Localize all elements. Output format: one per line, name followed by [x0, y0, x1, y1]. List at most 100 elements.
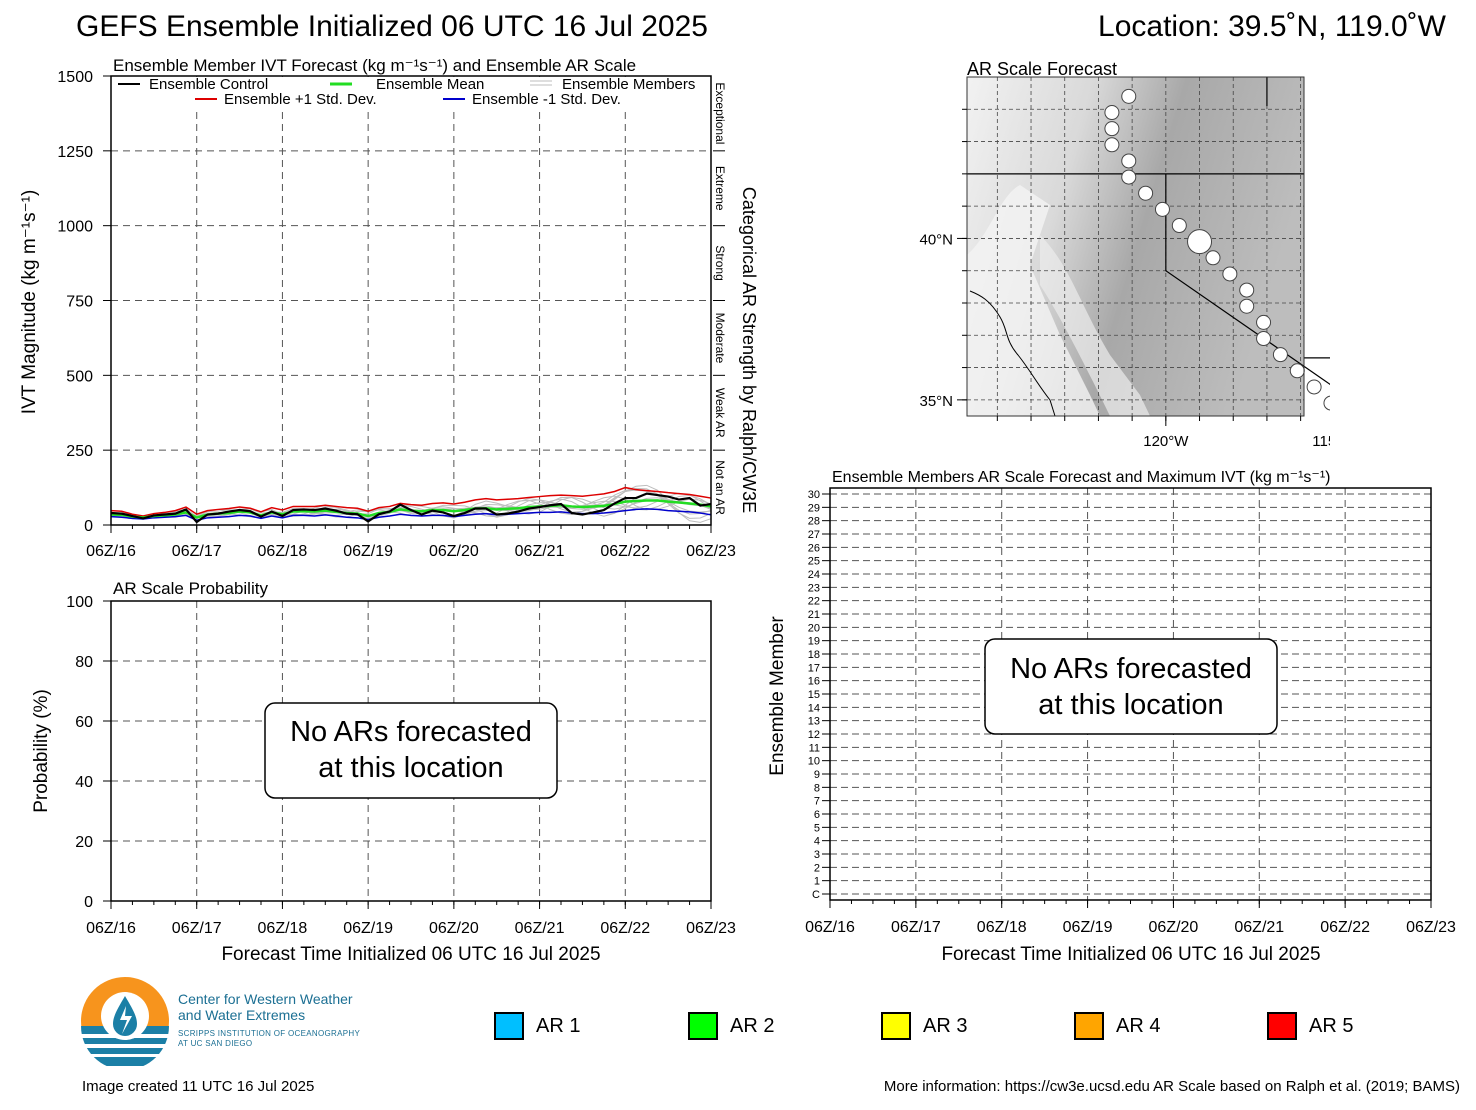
prob-xlabel: Forecast Time Initialized 06 UTC 16 Jul …: [221, 944, 600, 965]
member-ytick-label: 4: [814, 836, 820, 848]
map-lon-label: 115°W: [1312, 433, 1330, 450]
map-ar-marker: [1239, 282, 1255, 298]
map-ocean: [967, 185, 1100, 416]
logo-line2: and Water Extremes: [178, 1007, 306, 1023]
ivt-ytick-label: 250: [66, 443, 93, 460]
member-ytick-label: 27: [808, 529, 820, 541]
member-ytick-label: 17: [808, 662, 820, 674]
member-ytick-label: 7: [814, 796, 820, 808]
ivt-xtick-label: 06Z/17: [172, 543, 222, 560]
member-ytick-label: 9: [814, 769, 820, 781]
member-ytick-label: 18: [808, 649, 820, 661]
map-title: AR Scale Forecast: [967, 59, 1117, 79]
prob-no-ar-box: [264, 702, 558, 799]
footer-created: Image created 11 UTC 16 Jul 2025: [82, 1078, 315, 1095]
member-xtick-label: 06Z/19: [1063, 919, 1113, 936]
legend-ar1: AR 1: [494, 1012, 580, 1040]
member-ytick-label: 2: [814, 862, 820, 874]
ivt-chart: Ensemble Member IVT Forecast (kg m⁻¹s⁻¹)…: [19, 56, 759, 560]
ivt-member-line: [110, 484, 712, 523]
ivt-right-label: Categorical AR Strength by Ralph/CW3E: [739, 187, 759, 513]
map-ar-marker: [1205, 250, 1221, 266]
map-central-valley: [1040, 235, 1150, 416]
prob-xtick-label: 06Z/20: [429, 920, 479, 937]
map-title-bg: [960, 55, 1220, 76]
legend-ar5-label: AR 5: [1309, 1014, 1354, 1037]
member-ytick-label: 24: [808, 569, 820, 581]
map-ar-marker: [1239, 298, 1255, 314]
member-ytick-label: 30: [808, 489, 820, 501]
ivt-category-label: Strong: [713, 245, 727, 280]
prob-ytick-label: 80: [75, 654, 93, 671]
ivt-ytick-label: 1250: [57, 144, 93, 161]
ivt-title: Ensemble Member IVT Forecast (kg m⁻¹s⁻¹)…: [113, 56, 636, 75]
prob-frame: [110, 600, 712, 902]
member-title: Ensemble Members AR Scale Forecast and M…: [832, 469, 1331, 486]
legend-ar2-label: AR 2: [730, 1014, 775, 1037]
ivt-control-line: [110, 492, 712, 524]
ivt-category-label: Exceptional: [713, 82, 727, 144]
prob-xtick-label: 06Z/18: [258, 920, 308, 937]
ivt-xtick-label: 06Z/22: [600, 543, 650, 560]
member-frame: [829, 487, 1432, 901]
member-ylabel: Ensemble Member: [767, 616, 788, 776]
legend-ar5: AR 5: [1267, 1012, 1353, 1040]
prob-ytick-label: 100: [66, 594, 93, 611]
ivt-legend-control: Ensemble Control: [149, 76, 268, 93]
prob-xtick-label: 06Z/22: [600, 920, 650, 937]
member-xtick-label: 06Z/22: [1320, 919, 1370, 936]
map-frame: [966, 76, 1305, 417]
map-lat-label: 40°N: [919, 231, 953, 248]
prob-title: AR Scale Probability: [113, 579, 268, 598]
logo-line4: AT UC SAN DIEGO: [178, 1039, 253, 1048]
cw3e-logo-icon: [81, 977, 169, 1066]
map-ar-marker: [1323, 395, 1330, 411]
legend-ar5-swatch: [1267, 1012, 1297, 1040]
member-ytick-label: 5: [814, 822, 820, 834]
legend-ar3-swatch: [881, 1012, 911, 1040]
cw3e-logo: Center for Western Weather and Water Ext…: [80, 976, 420, 1066]
member-xtick-label: 06Z/23: [1406, 919, 1456, 936]
ar-scale-map: AR Scale Forecast 40°N 35°N 120°W 115°W: [919, 55, 1330, 450]
member-ytick-label: 28: [808, 516, 820, 528]
prob-ytick-label: 40: [75, 774, 93, 791]
location-label: Location: 39.5˚N, 119.0˚W: [1098, 10, 1446, 43]
ivt-legend-minus: Ensemble -1 Std. Dev.: [472, 91, 621, 108]
ivt-xtick-label: 06Z/18: [258, 543, 308, 560]
legend-ar3-label: AR 3: [923, 1014, 968, 1037]
map-ar-marker: [1256, 314, 1272, 330]
map-coastline: [969, 290, 1056, 417]
member-xtick-label: 06Z/20: [1149, 919, 1199, 936]
member-ytick-label: 22: [808, 596, 820, 608]
member-ytick-label: 21: [808, 609, 820, 621]
ivt-category-label: Extreme: [713, 166, 727, 211]
legend-ar1-label: AR 1: [536, 1014, 581, 1037]
map-ar-marker: [1104, 105, 1120, 121]
member-ytick-label: 25: [808, 556, 820, 568]
legend-ar2-swatch: [688, 1012, 718, 1040]
prob-xtick-label: 06Z/21: [515, 920, 565, 937]
map-ar-marker: [1306, 379, 1322, 395]
member-ytick-label: 12: [808, 729, 820, 741]
member-no-ar-line2: at this location: [1038, 689, 1223, 721]
map-ut-border: [1304, 357, 1330, 359]
map-ar-marker: [1121, 169, 1137, 185]
ivt-xtick-label: 06Z/16: [86, 543, 136, 560]
prob-ytick-label: 20: [75, 834, 93, 851]
prob-ytick-label: 60: [75, 714, 93, 731]
ivt-ytick-label: 0: [84, 518, 93, 535]
map-ar-marker: [1138, 185, 1154, 201]
prob-ytick-label: 0: [84, 894, 93, 911]
ivt-xtick-label: 06Z/23: [686, 543, 736, 560]
prob-xtick-label: 06Z/16: [86, 920, 136, 937]
logo-line1: Center for Western Weather: [178, 991, 353, 1007]
prob-no-ar-line2: at this location: [318, 752, 503, 784]
member-ytick-label: 11: [809, 742, 820, 754]
member-chart: Ensemble Members AR Scale Forecast and M…: [767, 469, 1456, 965]
member-ytick-label: 14: [808, 702, 820, 714]
footer-info: More information: https://cw3e.ucsd.edu …: [883, 1078, 1460, 1095]
member-ytick-label: 15: [808, 689, 820, 701]
member-xtick-label: 06Z/21: [1234, 919, 1284, 936]
legend-ar3: AR 3: [881, 1012, 967, 1040]
ivt-xtick-label: 06Z/21: [515, 543, 565, 560]
